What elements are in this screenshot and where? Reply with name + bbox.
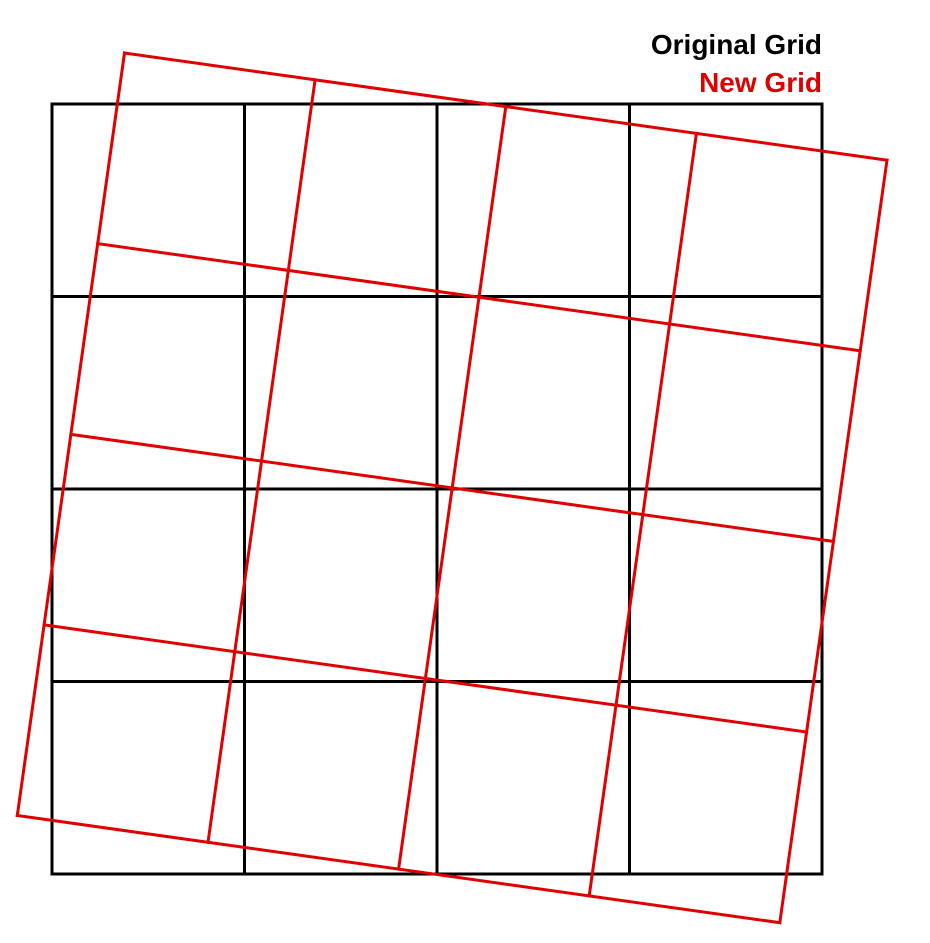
new-grid-horizontal-line [42, 623, 809, 734]
new-grid-horizontal-line [96, 241, 862, 353]
new-grid-horizontal-line [69, 432, 836, 544]
legend-new-grid-label: New Grid [699, 67, 822, 98]
new-grid [15, 51, 889, 925]
new-grid-horizontal-line [15, 813, 782, 925]
legend: Original Grid New Grid [651, 26, 822, 102]
original-grid [50, 102, 824, 876]
new-grid-horizontal-line [122, 51, 889, 162]
legend-original-grid-label: Original Grid [650, 29, 822, 60]
